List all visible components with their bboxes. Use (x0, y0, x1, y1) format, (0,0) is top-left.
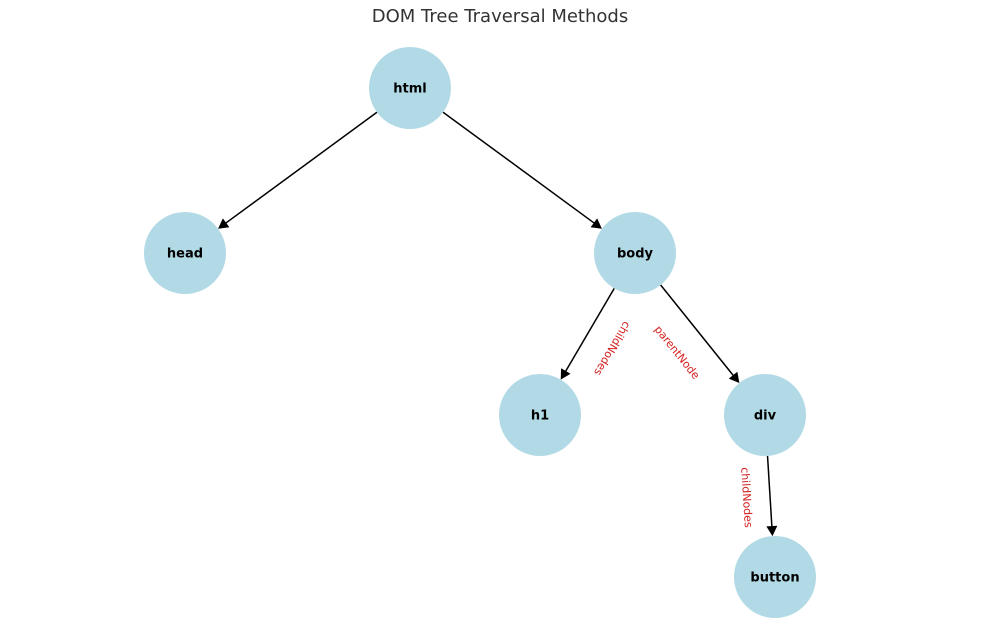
diagram-title: DOM Tree Traversal Methods (372, 6, 628, 27)
arrowhead-html-head (218, 218, 229, 228)
node-label-div: div (754, 409, 777, 424)
arrowhead-html-body (591, 218, 602, 228)
edge-label-body-h1: childNodes (591, 319, 633, 378)
node-label-html: html (393, 82, 426, 97)
edge-div-button (768, 456, 772, 527)
edge-body-div (661, 285, 734, 376)
dom-tree-diagram: DOM Tree Traversal Methods childNodes par… (0, 0, 1000, 628)
edge-label-div-button: childNodes (738, 467, 755, 529)
arrowhead-div-button (766, 526, 777, 536)
node-label-head: head (167, 247, 203, 262)
arrowhead-body-div (729, 372, 740, 383)
node-label-h1: h1 (531, 409, 549, 424)
node-label-button: button (750, 571, 799, 586)
edge-html-body (443, 112, 595, 223)
edge-html-head (225, 112, 377, 223)
node-label-body: body (617, 247, 654, 262)
edge-label-body-div: parentNode (652, 323, 703, 382)
